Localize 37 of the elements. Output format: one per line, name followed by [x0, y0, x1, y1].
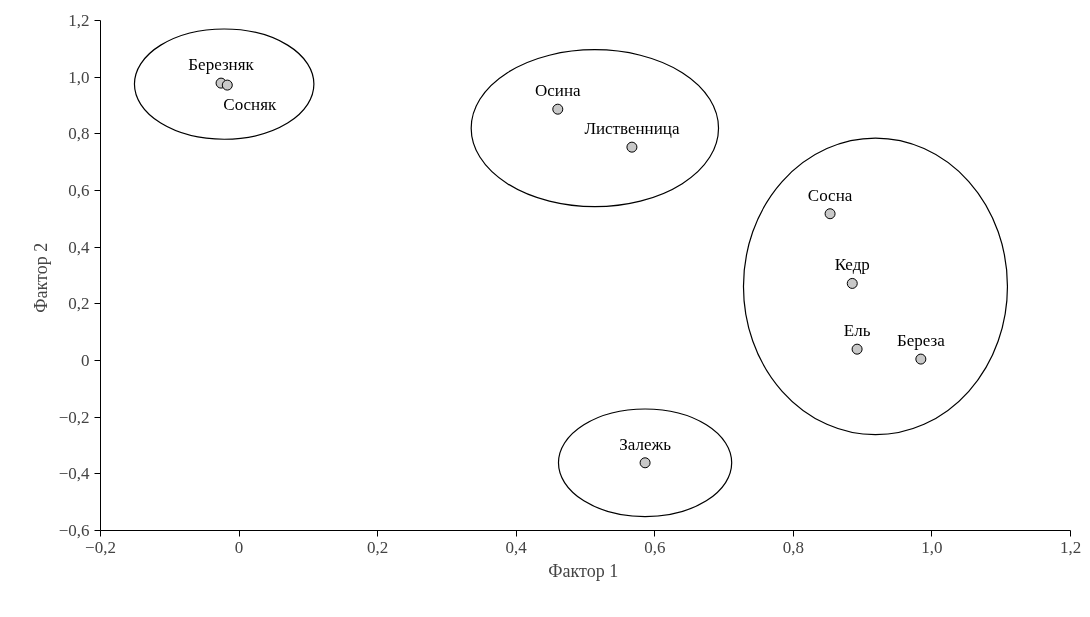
point	[626, 141, 638, 153]
point	[552, 103, 564, 115]
annotation: Березняк	[188, 55, 255, 75]
x-tick-label: 0,2	[367, 537, 389, 557]
annotation: Ель	[843, 321, 871, 341]
y-tick-label: 1,0	[68, 67, 90, 87]
y-axis-title: Фактор 2	[30, 242, 51, 313]
y-tick-label: 0,4	[68, 237, 90, 257]
annotation: Береза	[896, 331, 946, 351]
point	[851, 343, 863, 355]
y-tick-label: 0,2	[68, 294, 90, 314]
annotation: Сосна	[807, 185, 853, 205]
point	[824, 208, 836, 220]
y-tick-label: 1,2	[68, 11, 90, 30]
x-tick-label: 1,0	[921, 537, 943, 557]
y-tick-label: 0,6	[68, 181, 90, 200]
x-tick-label: 0,4	[505, 537, 528, 557]
y-tick-label: −0,2	[58, 407, 90, 427]
y-tick-label: −0,6	[58, 521, 90, 540]
x-axis-title: Фактор 1	[548, 560, 619, 581]
annotation: Сосняк	[223, 95, 278, 115]
annotation: Залежь	[619, 434, 672, 454]
annotation: Кедр	[834, 255, 870, 275]
point	[846, 277, 858, 289]
x-tick-label: −0,2	[85, 537, 116, 557]
x-tick-label: 0,6	[644, 537, 666, 557]
x-tick-label: 0,8	[782, 537, 804, 557]
y-tick-label: −0,4	[58, 464, 90, 484]
annotation: Лиственница	[584, 119, 680, 139]
y-tick-label: 0,8	[68, 124, 90, 144]
y-tick-label: 0	[81, 351, 90, 370]
point	[221, 79, 233, 91]
point	[915, 353, 927, 365]
x-tick-label: 1,2	[1059, 537, 1082, 557]
annotation: Осина	[535, 81, 582, 101]
x-tick-label: 0	[234, 537, 244, 557]
point	[639, 457, 651, 469]
